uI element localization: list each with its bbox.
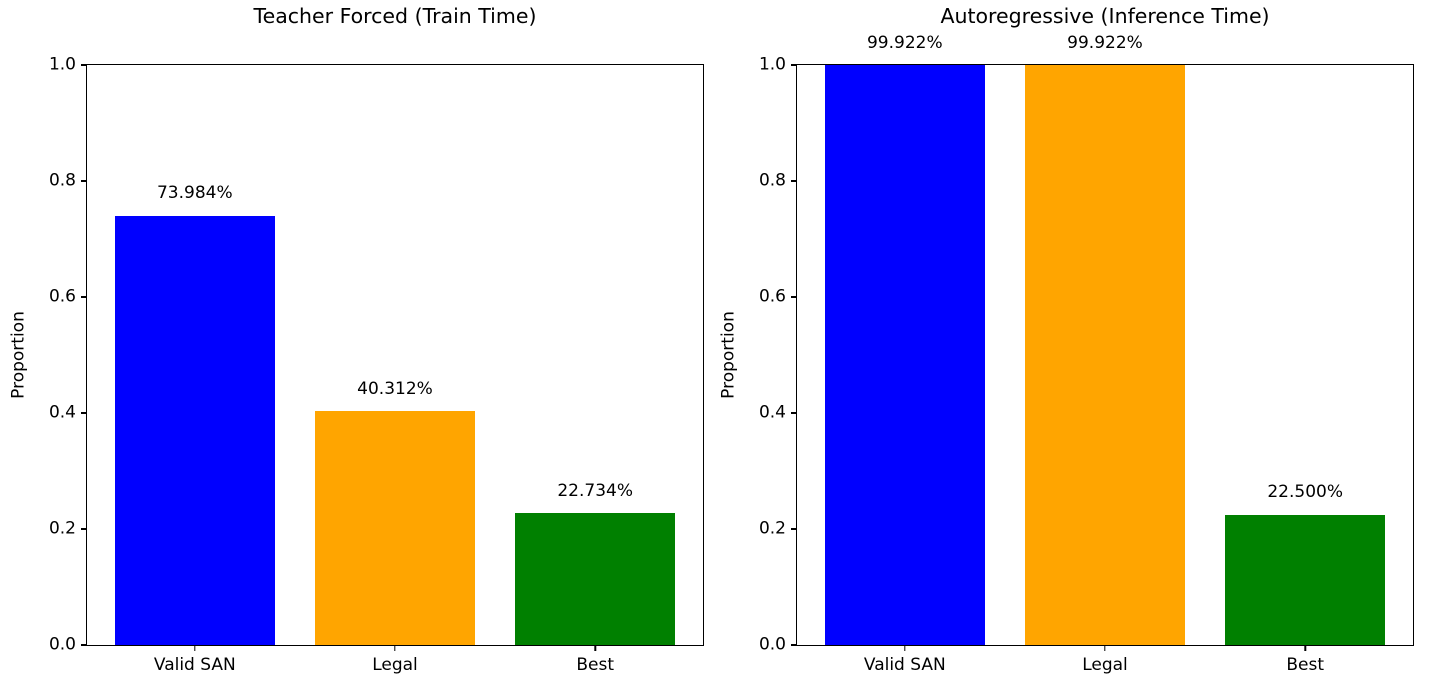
x-tick-label: Valid SAN [153, 655, 236, 675]
chart-title-teacher-forced: Teacher Forced (Train Time) [253, 4, 537, 28]
bar-value-label: 99.922% [866, 32, 943, 53]
y-axis-label: Proportion [8, 311, 29, 399]
x-tick-label: Legal [372, 655, 418, 675]
y-tick-label: 0.4 [48, 402, 76, 423]
x-tick-label: Best [1286, 655, 1325, 675]
bar-value-label: 22.500% [1267, 481, 1344, 502]
y-tick-label: 1.0 [48, 54, 76, 75]
y-tick [791, 412, 797, 414]
axes-autoregressive: Proportion 99.922% Valid SAN 99.922% Legal 2… [719, 33, 1414, 675]
x-tick [194, 645, 196, 651]
x-tick-label: Valid SAN [863, 655, 946, 675]
y-tick [791, 296, 797, 298]
bar-legal [1024, 65, 1186, 645]
y-tick-label: 0.6 [48, 286, 76, 307]
y-axis-label: Proportion [718, 311, 739, 399]
y-tick [81, 644, 87, 646]
bar-value-label: 22.734% [557, 480, 634, 501]
y-tick-label: 0.6 [758, 286, 786, 307]
y-tick [81, 64, 87, 66]
y-tick [791, 528, 797, 530]
chart-title-autoregressive: Autoregressive (Inference Time) [940, 4, 1270, 28]
y-tick [791, 644, 797, 646]
y-tick-label: 0.8 [758, 170, 786, 191]
bar-valid-san [824, 65, 985, 645]
bar-value-label: 40.312% [357, 378, 433, 399]
y-tick [791, 180, 797, 182]
y-tick-label: 0.2 [758, 518, 786, 539]
x-tick [394, 645, 396, 651]
y-tick [81, 296, 87, 298]
x-tick [594, 645, 596, 651]
bar-value-label: 99.922% [1067, 32, 1143, 53]
y-tick [81, 180, 87, 182]
x-tick [1304, 645, 1306, 651]
x-tick [1104, 645, 1106, 651]
x-tick-label: Best [576, 655, 615, 675]
y-tick-label: 0.0 [48, 634, 76, 655]
bar-valid-san [114, 215, 275, 645]
y-tick-label: 1.0 [758, 54, 786, 75]
y-tick-label: 0.4 [758, 402, 786, 423]
y-tick-label: 0.0 [758, 634, 786, 655]
y-tick [81, 412, 87, 414]
bar-best [515, 513, 676, 645]
bar-best [1225, 514, 1386, 645]
x-tick [904, 645, 906, 651]
y-tick [81, 528, 87, 530]
x-tick-label: Legal [1082, 655, 1128, 675]
y-tick [791, 64, 797, 66]
axes-teacher-forced: Proportion 73.984% Valid SAN 40.312% Legal 2… [9, 56, 704, 675]
y-tick-label: 0.8 [48, 170, 76, 191]
y-tick-label: 0.2 [48, 518, 76, 539]
bar-value-label: 73.984% [156, 183, 233, 204]
bar-legal [314, 411, 476, 645]
